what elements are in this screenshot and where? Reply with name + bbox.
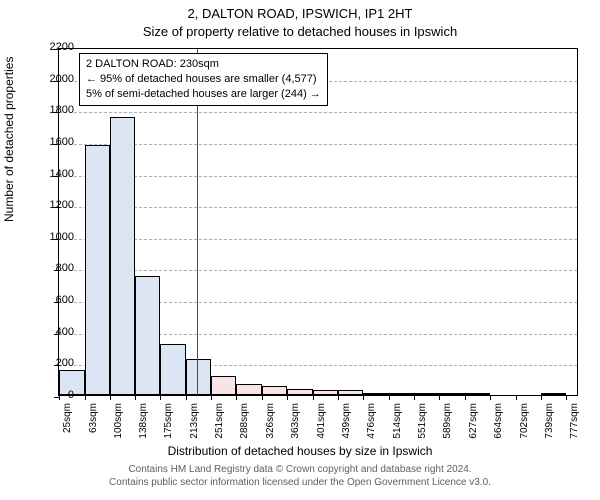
xtick-mark xyxy=(516,395,517,400)
xtick-label: 63sqm xyxy=(88,403,99,447)
xtick-label: 664sqm xyxy=(493,403,504,447)
ytick-label: 1400 xyxy=(34,168,74,180)
histogram-bar xyxy=(541,393,567,395)
xtick-label: 326sqm xyxy=(265,403,276,447)
xtick-mark xyxy=(313,395,314,400)
xtick-label: 138sqm xyxy=(138,403,149,447)
xtick-label: 702sqm xyxy=(519,403,530,447)
xtick-label: 288sqm xyxy=(239,403,250,447)
histogram-bar xyxy=(287,389,313,395)
histogram-bar xyxy=(110,117,136,395)
footer-line-2: Contains public sector information licen… xyxy=(0,477,600,490)
xtick-mark xyxy=(135,395,136,400)
histogram-bar xyxy=(236,384,262,395)
ytick-label: 200 xyxy=(34,357,74,369)
histogram-bar xyxy=(85,145,110,395)
xtick-label: 739sqm xyxy=(544,403,555,447)
ytick-label: 2000 xyxy=(34,73,74,85)
histogram-bar xyxy=(313,390,339,395)
histogram-bar xyxy=(465,393,490,395)
xtick-label: 476sqm xyxy=(366,403,377,447)
xtick-label: 627sqm xyxy=(468,403,479,447)
xtick-mark xyxy=(363,395,364,400)
xtick-label: 589sqm xyxy=(442,403,453,447)
histogram-bar xyxy=(439,393,465,395)
xtick-label: 514sqm xyxy=(392,403,403,447)
ytick-label: 400 xyxy=(34,326,74,338)
xtick-mark xyxy=(541,395,542,400)
xtick-label: 100sqm xyxy=(113,403,124,447)
gridline xyxy=(59,176,577,177)
ytick-label: 600 xyxy=(34,294,74,306)
chart-container: 2, DALTON ROAD, IPSWICH, IP1 2HT Size of… xyxy=(0,0,600,500)
ytick-label: 2200 xyxy=(34,41,74,53)
xtick-label: 777sqm xyxy=(569,403,580,447)
annotation-line: 2 DALTON ROAD: 230sqm xyxy=(86,57,321,72)
ytick-label: 1000 xyxy=(34,231,74,243)
histogram-bar xyxy=(262,386,287,395)
gridline xyxy=(59,144,577,145)
xtick-label: 551sqm xyxy=(417,403,428,447)
xtick-mark xyxy=(389,395,390,400)
ytick-label: 1200 xyxy=(34,199,74,211)
histogram-bar xyxy=(363,393,389,395)
histogram-bar xyxy=(389,393,414,395)
ytick-label: 800 xyxy=(34,262,74,274)
xtick-mark xyxy=(85,395,86,400)
annotation-box: 2 DALTON ROAD: 230sqm← 95% of detached h… xyxy=(79,53,328,106)
xtick-mark xyxy=(338,395,339,400)
xtick-mark xyxy=(110,395,111,400)
gridline xyxy=(59,270,577,271)
gridline xyxy=(59,239,577,240)
xtick-mark xyxy=(414,395,415,400)
x-axis-label: Distribution of detached houses by size … xyxy=(0,444,600,458)
xtick-mark xyxy=(287,395,288,400)
annotation-line: ← 95% of detached houses are smaller (4,… xyxy=(86,72,321,87)
xtick-label: 401sqm xyxy=(316,403,327,447)
xtick-label: 251sqm xyxy=(214,403,225,447)
chart-subtitle: Size of property relative to detached ho… xyxy=(0,24,600,39)
xtick-label: 175sqm xyxy=(163,403,174,447)
histogram-bar xyxy=(211,376,236,395)
xtick-label: 25sqm xyxy=(62,403,73,447)
y-axis-label: Number of detached properties xyxy=(2,57,16,222)
chart-title: 2, DALTON ROAD, IPSWICH, IP1 2HT xyxy=(0,6,600,21)
xtick-mark xyxy=(262,395,263,400)
ytick-label: 0 xyxy=(34,389,74,401)
xtick-mark xyxy=(439,395,440,400)
xtick-mark xyxy=(211,395,212,400)
annotation-line: 5% of semi-detached houses are larger (2… xyxy=(86,87,321,102)
xtick-mark xyxy=(490,395,491,400)
xtick-mark xyxy=(566,395,567,400)
gridline xyxy=(59,207,577,208)
histogram-bar xyxy=(338,390,363,395)
plot-area: 2 DALTON ROAD: 230sqm← 95% of detached h… xyxy=(58,48,578,396)
xtick-mark xyxy=(465,395,466,400)
histogram-bar xyxy=(135,276,160,395)
gridline xyxy=(59,112,577,113)
footer-text: Contains HM Land Registry data © Crown c… xyxy=(0,464,600,489)
xtick-mark xyxy=(160,395,161,400)
histogram-bar xyxy=(160,344,186,395)
xtick-label: 439sqm xyxy=(341,403,352,447)
histogram-bar xyxy=(414,393,440,395)
footer-line-1: Contains HM Land Registry data © Crown c… xyxy=(0,464,600,477)
ytick-label: 1800 xyxy=(34,104,74,116)
ytick-label: 1600 xyxy=(34,136,74,148)
histogram-bar xyxy=(186,359,212,395)
xtick-label: 363sqm xyxy=(290,403,301,447)
xtick-label: 213sqm xyxy=(189,403,200,447)
xtick-mark xyxy=(186,395,187,400)
xtick-mark xyxy=(236,395,237,400)
